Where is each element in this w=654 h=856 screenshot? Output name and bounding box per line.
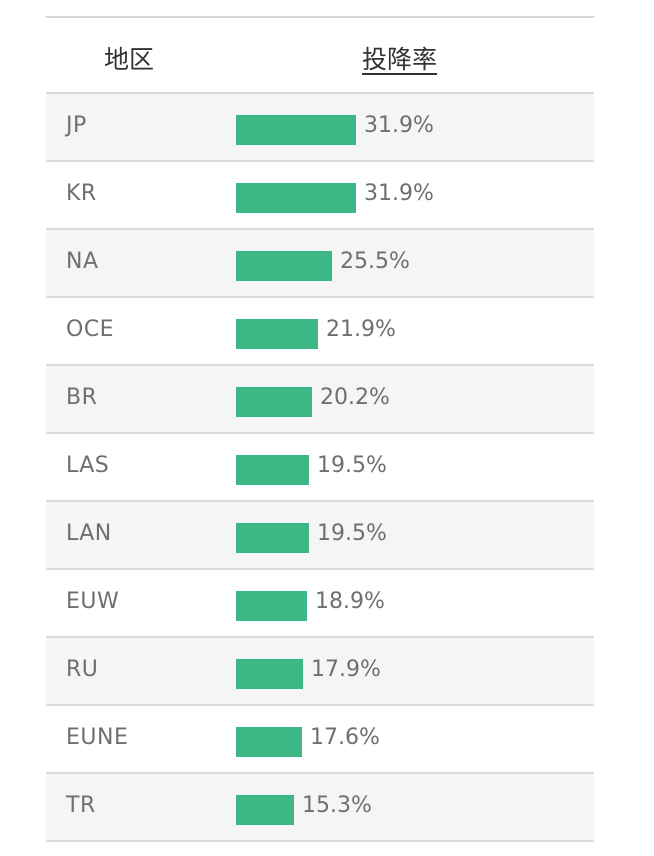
surrender-rate-value: 17.9% <box>311 657 381 682</box>
surrender-rate-value: 19.5% <box>317 453 387 478</box>
table-row: KR 31.9% <box>46 162 594 230</box>
table-header: 地区 投降率 <box>46 18 594 94</box>
surrender-rate-bar <box>236 591 307 621</box>
surrender-rate-value: 15.3% <box>302 793 372 818</box>
table-row: BR 20.2% <box>46 366 594 434</box>
region-label: EUNE <box>66 725 129 750</box>
table-row: EUNE 17.6% <box>46 706 594 774</box>
surrender-rate-value: 31.9% <box>364 181 434 206</box>
surrender-rate-value: 19.5% <box>317 521 387 546</box>
region-label: LAS <box>66 453 110 478</box>
surrender-rate-bar <box>236 727 302 757</box>
table-row: LAS 19.5% <box>46 434 594 502</box>
surrender-rate-bar <box>236 183 356 213</box>
surrender-rate-bar <box>236 115 356 145</box>
surrender-rate-value: 25.5% <box>340 249 410 274</box>
table-row: TR 15.3% <box>46 774 594 842</box>
table-row: JP 31.9% <box>46 94 594 162</box>
table-row: EUW 18.9% <box>46 570 594 638</box>
surrender-rate-bar <box>236 387 312 417</box>
table-row: NA 25.5% <box>46 230 594 298</box>
surrender-rate-bar <box>236 795 294 825</box>
region-label: BR <box>66 385 98 410</box>
region-label: EUW <box>66 589 120 614</box>
region-label: RU <box>66 657 99 682</box>
surrender-rate-column-header[interactable]: 投降率 <box>362 45 438 74</box>
region-label: TR <box>66 793 96 818</box>
surrender-rate-value: 21.9% <box>326 317 396 342</box>
surrender-rate-value: 31.9% <box>364 113 434 138</box>
table-body: JP 31.9% KR 31.9% NA 25.5% OCE 21.9% BR 20.2% LAS 1… <box>46 94 594 842</box>
region-column-header: 地区 <box>104 45 155 74</box>
surrender-rate-value: 18.9% <box>315 589 385 614</box>
surrender-rate-value: 20.2% <box>320 385 390 410</box>
surrender-rate-value: 17.6% <box>310 725 380 750</box>
region-label: JP <box>66 113 87 138</box>
region-label: LAN <box>66 521 112 546</box>
surrender-rate-table: 地区 投降率 JP 31.9% KR 31.9% NA 25.5% OCE 21.9% BR 20… <box>46 16 594 842</box>
surrender-rate-bar <box>236 319 318 349</box>
region-label: NA <box>66 249 99 274</box>
region-label: KR <box>66 181 97 206</box>
surrender-rate-bar <box>236 659 303 689</box>
table-row: RU 17.9% <box>46 638 594 706</box>
table-row: OCE 21.9% <box>46 298 594 366</box>
region-label: OCE <box>66 317 115 342</box>
surrender-rate-bar <box>236 251 332 281</box>
surrender-rate-bar <box>236 455 309 485</box>
table-row: LAN 19.5% <box>46 502 594 570</box>
surrender-rate-bar <box>236 523 309 553</box>
